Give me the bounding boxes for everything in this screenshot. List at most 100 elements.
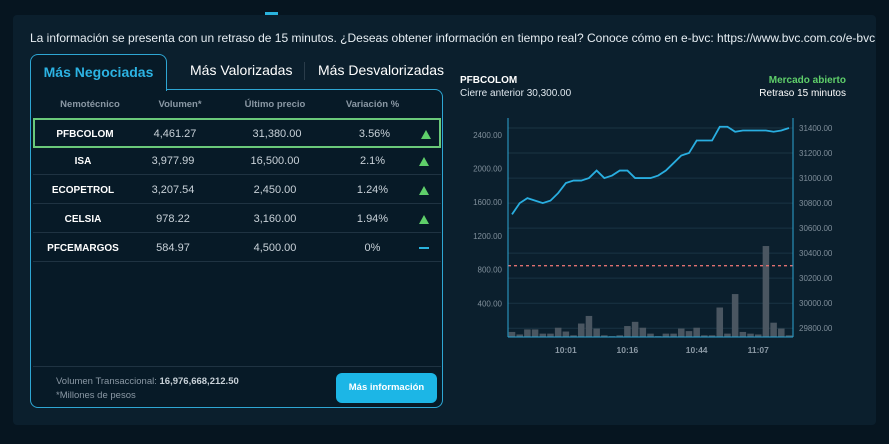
x-tick-label: 11:07 [748, 345, 770, 355]
volume-bar [647, 333, 654, 337]
cell-symbol: PFCEMARGOS [47, 243, 119, 254]
cell-price: 2,450.00 [253, 184, 297, 196]
volume-bar [731, 294, 739, 337]
right-tick-label: 31000.00 [799, 174, 833, 183]
right-tick-label: 31200.00 [799, 149, 833, 158]
right-tick-label: 29800.00 [799, 324, 833, 333]
volume-bar [716, 307, 724, 337]
arrow-up-icon [419, 157, 429, 166]
cell-change: 3.56% [358, 128, 391, 140]
table-row[interactable]: PFCEMARGOS 584.97 4,500.00 0% [33, 234, 441, 262]
cell-volume: 3,977.99 [151, 155, 195, 167]
cell-change: 2.1% [359, 155, 386, 167]
volume-bar [570, 335, 577, 337]
chart-symbol: PFBCOLOM [460, 75, 518, 86]
tab-mas-valorizadas[interactable]: Más Valorizadas [190, 62, 293, 78]
cell-change: 0% [364, 242, 381, 254]
right-tick-label: 30800.00 [799, 199, 833, 208]
volume-bar [531, 329, 539, 337]
volume-bar [747, 333, 754, 337]
delay-label: Retraso 15 minutos [759, 88, 846, 99]
cell-volume: 584.97 [156, 242, 190, 254]
table-row[interactable]: ISA 3,977.99 16,500.00 2.1% [33, 147, 441, 175]
right-tick-label: 30400.00 [799, 249, 833, 258]
volume-bar [685, 331, 693, 337]
table-row[interactable]: CELSIA 978.22 3,160.00 1.94% [33, 205, 441, 233]
left-tick-label: 2400.00 [473, 131, 502, 140]
arrow-up-icon [421, 130, 431, 139]
volume-bar [524, 329, 531, 337]
cell-volume: 978.22 [156, 213, 190, 225]
cell-symbol: ECOPETROL [51, 185, 115, 196]
cell-symbol: CELSIA [64, 214, 102, 225]
x-tick-label: 10:44 [686, 345, 708, 355]
volume-label: Volumen Transaccional: [56, 376, 157, 387]
right-tick-label: 30200.00 [799, 274, 833, 283]
right-tick-label: 31400.00 [799, 124, 833, 133]
nav-indicator [265, 12, 278, 15]
right-tick-label: 30000.00 [799, 299, 833, 308]
volume-bar [516, 334, 523, 337]
volume-bar [624, 326, 631, 337]
left-tick-label: 800.00 [478, 266, 503, 275]
cell-price: 4,500.00 [253, 242, 297, 254]
volume-bar [770, 322, 777, 337]
cell-volume: 3,207.54 [151, 184, 195, 196]
volume-bar [754, 334, 762, 337]
cell-change: 1.24% [356, 184, 389, 196]
price-line [511, 125, 790, 215]
left-tick-label: 2000.00 [473, 165, 502, 174]
cell-volume: 4,461.27 [153, 128, 197, 140]
volume-bar [762, 246, 770, 337]
x-tick-label: 10:01 [555, 345, 577, 355]
header-variacion: Variación % [345, 99, 400, 110]
tab-mas-negociadas[interactable]: Más Negociadas [30, 54, 167, 91]
cell-symbol: PFBCOLOM [56, 129, 114, 140]
volume-bar [508, 331, 516, 337]
left-tick-label: 1600.00 [473, 198, 502, 207]
previous-close: Cierre anterior 30,300.00 [460, 88, 572, 99]
table-row[interactable]: ECOPETROL 3,207.54 2,450.00 1.24% [33, 176, 441, 204]
flat-dash-icon [419, 247, 429, 249]
volume-bar [547, 333, 554, 337]
header-nemotecnico: Nemotécnico [60, 99, 120, 110]
header-volumen: Volumen* [158, 99, 202, 110]
volume-bar [778, 328, 785, 337]
volume-bar [639, 327, 647, 337]
footer-divider [33, 366, 441, 367]
cell-symbol: ISA [74, 156, 92, 167]
arrow-up-icon [419, 186, 429, 195]
tab-divider [304, 62, 305, 80]
left-tick-label: 400.00 [478, 299, 503, 308]
volume-bar [577, 323, 585, 337]
volume-bar [616, 335, 623, 337]
right-tick-label: 30600.00 [799, 224, 833, 233]
volume-bar [785, 335, 793, 337]
tab-mas-desvalorizadas[interactable]: Más Desvalorizadas [318, 62, 445, 78]
cell-price: 3,160.00 [253, 213, 297, 225]
volume-bar [539, 333, 547, 337]
volume-bar [601, 335, 608, 337]
cell-price: 16,500.00 [250, 155, 300, 167]
more-info-button[interactable]: Más información [336, 373, 437, 403]
volume-bar [739, 331, 747, 337]
transactional-volume: Volumen Transaccional: 16,976,668,212.50 [56, 376, 239, 387]
volume-value: 16,976,668,212.50 [159, 376, 239, 387]
delay-notice: La información se presenta con un retras… [30, 31, 876, 45]
volume-bar [562, 331, 570, 337]
table-row[interactable]: PFBCOLOM 4,461.27 31,380.00 3.56% [33, 118, 441, 148]
volume-bar [662, 333, 670, 337]
volume-bar [701, 335, 708, 337]
volume-bar [585, 315, 593, 337]
volume-bar [631, 321, 639, 337]
stocks-card [30, 89, 443, 408]
volume-bar [724, 333, 731, 337]
volume-bar [593, 328, 600, 337]
units-note: *Millones de pesos [56, 390, 136, 401]
volume-bar [678, 328, 685, 337]
volume-bar [708, 335, 716, 337]
cell-change: 1.94% [356, 213, 389, 225]
arrow-up-icon [419, 215, 429, 224]
volume-bar [693, 327, 700, 337]
